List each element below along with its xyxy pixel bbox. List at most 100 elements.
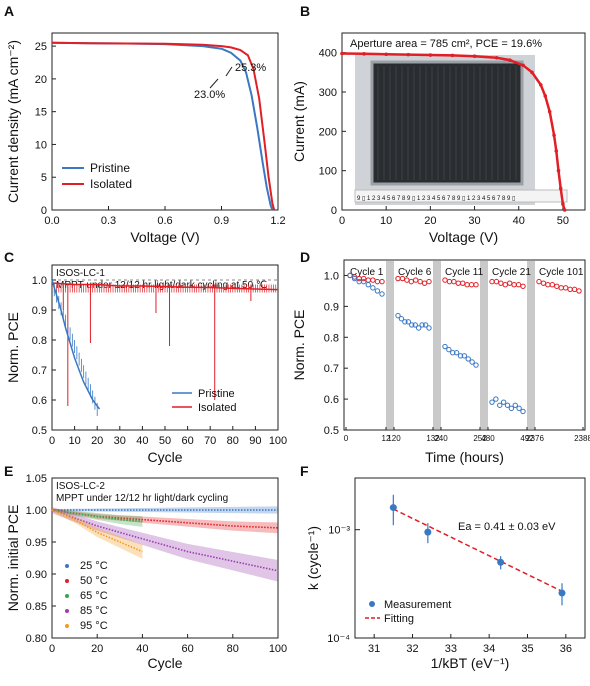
panel-d-break-band xyxy=(527,261,535,429)
panel-e-y-tick-label: 1.00 xyxy=(26,505,47,517)
panel-d-isolated-point xyxy=(446,278,453,285)
panel-c-x-tick-label: 10 xyxy=(68,435,80,447)
panel-d-isolated-point xyxy=(502,282,508,288)
panel-b-letter: B xyxy=(300,3,310,19)
panel-e-band xyxy=(52,508,143,559)
panel-d-isolated-point xyxy=(558,285,564,291)
panel-e-band xyxy=(52,506,278,514)
panel-d-pristine-point xyxy=(379,291,385,297)
panel-b-data-point xyxy=(554,149,559,153)
panel-d-x-tick-label: 240 xyxy=(434,434,448,443)
panel-c-legend-label: Isolated xyxy=(198,402,237,414)
panel-a-annotation-arrow xyxy=(225,66,233,77)
panel-d-isolated-point xyxy=(460,280,466,286)
panel-c-x-tick-label: 70 xyxy=(204,435,216,447)
panel-e-legend-label: 50 °C xyxy=(80,575,108,587)
panel-d-pristine-point xyxy=(500,399,507,405)
panel-d-segment-label: Cycle 21 xyxy=(492,267,531,278)
panel-a-y-tick-label: 15 xyxy=(35,107,47,119)
panel-c-title-line-2: MPPT under 12/12 hr light/dark cycling a… xyxy=(56,280,267,291)
panel-b-data-point xyxy=(406,52,411,57)
panel-b-y-tick-label: 200 xyxy=(319,126,337,138)
panel-b-data-point xyxy=(552,133,556,138)
panel-b-photo-ruler-text: 9 ▯ 1 2 3 4 5 6 7 8 9 ▯ 1 2 3 4 5 6 7 8 … xyxy=(357,196,515,202)
panel-d-x-tick-label: 12 xyxy=(382,434,391,443)
panel-e-series xyxy=(51,509,279,572)
panel-f-x-tick-label: 31 xyxy=(368,643,380,655)
panel-d-isolated-point xyxy=(571,286,578,293)
panel-e-legend-marker xyxy=(65,579,69,583)
panel-a-x-tick-label: 0.0 xyxy=(44,215,59,227)
panel-c-letter: C xyxy=(4,249,14,265)
panel-b-x-tick-label: 40 xyxy=(513,215,525,227)
panel-a-x-tick-label: 1.2 xyxy=(270,215,285,227)
panel-d-x-tick-label: 120 xyxy=(387,434,401,443)
panel-c-x-tick-label: 100 xyxy=(269,435,287,447)
panel-d-isolated-point xyxy=(498,280,504,286)
panel-e-y-tick-label: 1.05 xyxy=(26,473,47,485)
panel-d-isolated-point xyxy=(515,282,522,288)
panel-c-y-tick-label: 1.0 xyxy=(32,275,47,287)
panel-b-data-point xyxy=(340,51,344,56)
panel-c-series-pristine xyxy=(51,279,101,410)
panel-d-pristine-point xyxy=(422,322,429,328)
panel-a-series-isolated xyxy=(51,41,276,211)
panel-d-letter: D xyxy=(300,249,310,265)
panel-f-measurement-point xyxy=(389,504,397,512)
panel-f-measurement-point xyxy=(558,589,566,597)
panel-e-legend-marker xyxy=(65,564,69,568)
panel-a-annotation-isolated: 25.3% xyxy=(235,62,266,74)
panel-d-x-tick-label: 132 xyxy=(426,434,440,443)
panel-d-y-tick-label: 0.5 xyxy=(324,425,339,437)
panel-d-pristine-point xyxy=(520,408,526,415)
panel-b-data-point xyxy=(562,208,567,212)
panel-d-isolated-point xyxy=(464,282,470,288)
panel-c-ylabel: Norm. PCE xyxy=(5,312,21,383)
panel-d-x-tick-label: 2388 xyxy=(574,434,590,443)
panel-d-pristine-point xyxy=(442,343,448,350)
panel-f-x-tick-label: 34 xyxy=(483,643,495,655)
panel-b-data-point xyxy=(362,52,366,56)
panel-d-pristine-point xyxy=(419,322,425,328)
panel-c-x-tick-label: 0 xyxy=(49,435,55,447)
panel-b-x-tick-label: 20 xyxy=(424,215,436,227)
panel-b-x-tick-label: 0 xyxy=(339,215,345,227)
panel-c-y-tick-label: 0.5 xyxy=(32,425,47,437)
panel-d-isolated-point xyxy=(536,278,542,285)
panel-e-x-tick-label: 100 xyxy=(269,643,287,655)
panel-b-data-point xyxy=(530,70,534,75)
panel-d-pristine-point xyxy=(426,325,432,331)
panel-d-pristine-point xyxy=(504,402,511,408)
panel-d-x-tick-label: 480 xyxy=(481,434,495,443)
panel-d-pristine-point xyxy=(450,350,456,356)
panel-a-x-tick-label: 0.3 xyxy=(101,215,116,227)
panel-c-y-tick-label: 0.7 xyxy=(32,365,47,377)
panel-d-pristine-point xyxy=(361,278,367,285)
panel-b-data-point xyxy=(558,186,563,191)
panel-d-isolated-point xyxy=(361,275,367,282)
panel-d-pristine-point xyxy=(409,322,415,328)
panel-d-break-band xyxy=(433,261,441,429)
panel-a-legend-label: Pristine xyxy=(90,161,130,175)
panel-d-pristine-point xyxy=(469,359,475,365)
panel-f-x-tick-label: 33 xyxy=(445,643,457,655)
panel-e-legend-marker xyxy=(65,609,69,613)
panel-c-xlabel: Cycle xyxy=(147,449,182,465)
panel-c-x-tick-label: 60 xyxy=(181,435,193,447)
panel-d-pristine-point xyxy=(457,353,464,359)
panel-e-series xyxy=(51,509,279,529)
panel-d-isolated-point xyxy=(417,278,423,285)
panel-e-band xyxy=(52,506,278,582)
panel-b-data-point xyxy=(543,94,548,98)
panel-b-data-point xyxy=(428,53,433,57)
panel-d-ylabel: Norm. PCE xyxy=(291,310,307,381)
panel-d-pristine-point xyxy=(508,405,515,412)
panel-d-y-tick-label: 0.7 xyxy=(324,363,339,375)
panel-f-fit-line xyxy=(393,508,563,592)
panel-a-x-tick-label: 0.6 xyxy=(157,215,172,227)
panel-d-isolated-point xyxy=(370,277,376,283)
panel-d-segment-label: Cycle 1 xyxy=(350,267,384,278)
panel-e-letter: E xyxy=(4,463,13,479)
panel-d-pristine-point xyxy=(351,275,358,282)
